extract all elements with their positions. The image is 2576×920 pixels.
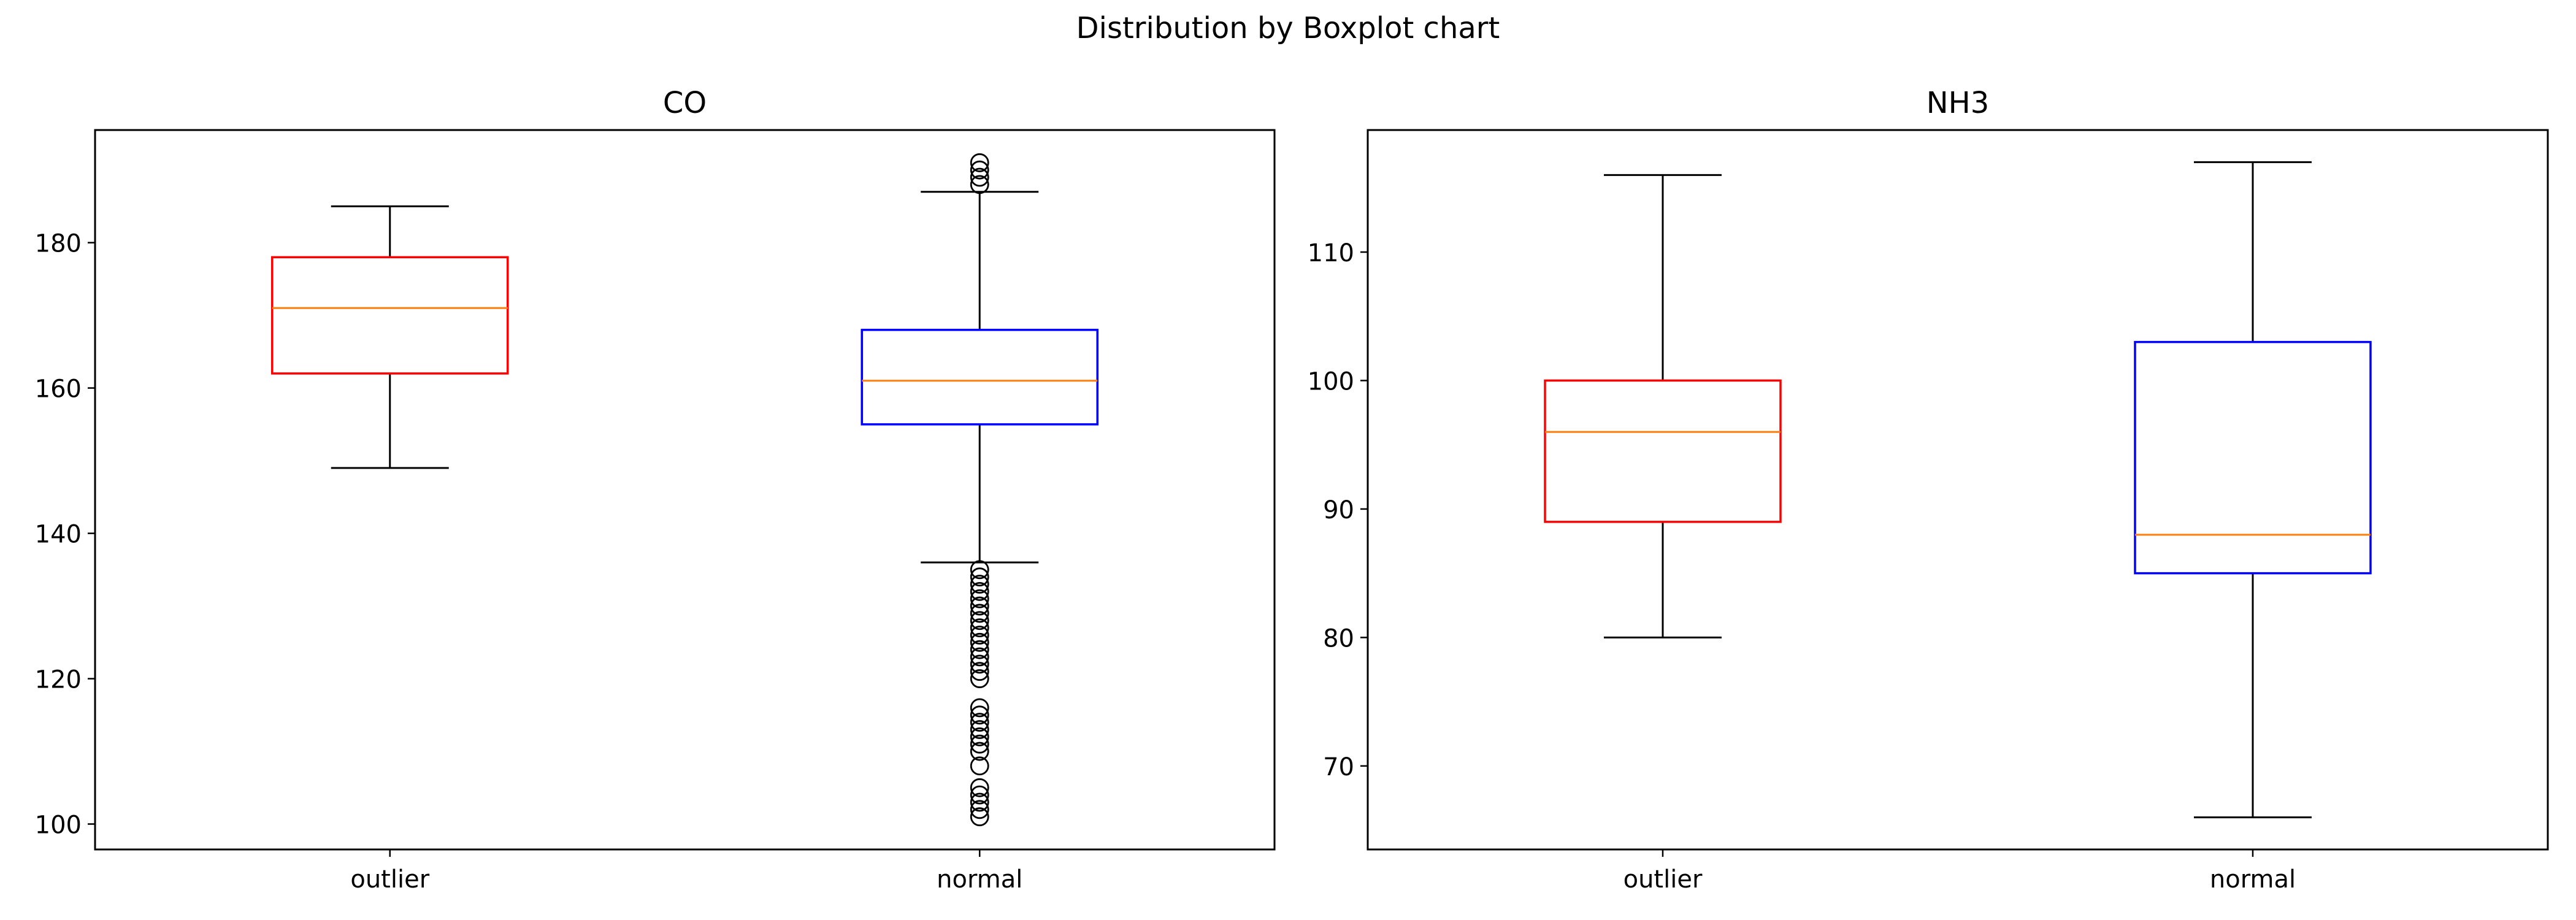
flier-point bbox=[970, 654, 989, 674]
subplot-0: CO 100 120 140 160 180 outlier normal bbox=[35, 86, 1276, 894]
y-tick-label: 180 bbox=[35, 230, 82, 258]
flier-point bbox=[970, 596, 989, 616]
y-tick-label: 80 bbox=[1323, 624, 1354, 653]
x-tick-label: outlier bbox=[1623, 865, 1703, 894]
subplot-title: CO bbox=[663, 86, 707, 120]
flier-point bbox=[970, 153, 989, 172]
flier-point bbox=[970, 167, 989, 187]
box-normal bbox=[861, 153, 1098, 827]
box-outlier bbox=[1544, 174, 1782, 638]
flier-point bbox=[970, 604, 989, 623]
axes-frame bbox=[1367, 129, 2549, 851]
flier-point bbox=[970, 742, 989, 761]
y-tick-label: 160 bbox=[35, 375, 82, 404]
flier-point bbox=[970, 662, 989, 681]
y-tick-label: 100 bbox=[35, 811, 82, 840]
box-iqr bbox=[1544, 379, 1782, 523]
flier-point bbox=[970, 160, 989, 180]
box-outlier bbox=[271, 205, 509, 469]
flier-point bbox=[970, 698, 989, 718]
subplot-title: NH3 bbox=[1926, 86, 1990, 120]
axes-frame bbox=[94, 129, 1276, 851]
flier-point bbox=[970, 575, 989, 594]
flier-point bbox=[970, 792, 989, 812]
subplot-1: NH3 70 80 90 100 110 outlier normal bbox=[1308, 86, 2549, 894]
figure-title: Distribution by Boxplot chart bbox=[1076, 11, 1500, 45]
flier-point bbox=[970, 669, 989, 688]
flier-point bbox=[970, 581, 989, 601]
y-tick-label: 120 bbox=[35, 666, 82, 694]
box-normal bbox=[2134, 161, 2372, 819]
flier-point bbox=[970, 785, 989, 805]
flier-point bbox=[970, 560, 989, 580]
y-tick-label: 70 bbox=[1323, 753, 1354, 781]
flier-point bbox=[970, 175, 989, 194]
y-tick-label: 90 bbox=[1323, 496, 1354, 524]
box-iqr bbox=[2134, 340, 2372, 575]
flier-point bbox=[970, 800, 989, 819]
box-iqr bbox=[271, 256, 509, 375]
flier-point bbox=[970, 611, 989, 631]
y-tick-label: 140 bbox=[35, 521, 82, 549]
flier-point bbox=[970, 589, 989, 608]
flier-point bbox=[970, 632, 989, 652]
flier-point bbox=[970, 647, 989, 667]
flier-point bbox=[970, 807, 989, 827]
flier-point bbox=[970, 626, 989, 645]
flier-point bbox=[970, 720, 989, 739]
flier-point bbox=[970, 778, 989, 797]
flier-point bbox=[970, 727, 989, 746]
y-tick-label: 110 bbox=[1308, 239, 1354, 267]
x-tick-label: outlier bbox=[350, 865, 429, 894]
x-tick-label: normal bbox=[937, 865, 1022, 894]
box-iqr bbox=[861, 329, 1098, 426]
x-tick-label: normal bbox=[2210, 865, 2296, 894]
flier-point bbox=[970, 734, 989, 754]
flier-point bbox=[970, 713, 989, 732]
flier-point bbox=[970, 756, 989, 776]
flier-point bbox=[970, 618, 989, 638]
flier-point bbox=[970, 567, 989, 587]
flier-point bbox=[970, 640, 989, 659]
flier-point bbox=[970, 705, 989, 725]
y-tick-label: 100 bbox=[1308, 367, 1354, 396]
